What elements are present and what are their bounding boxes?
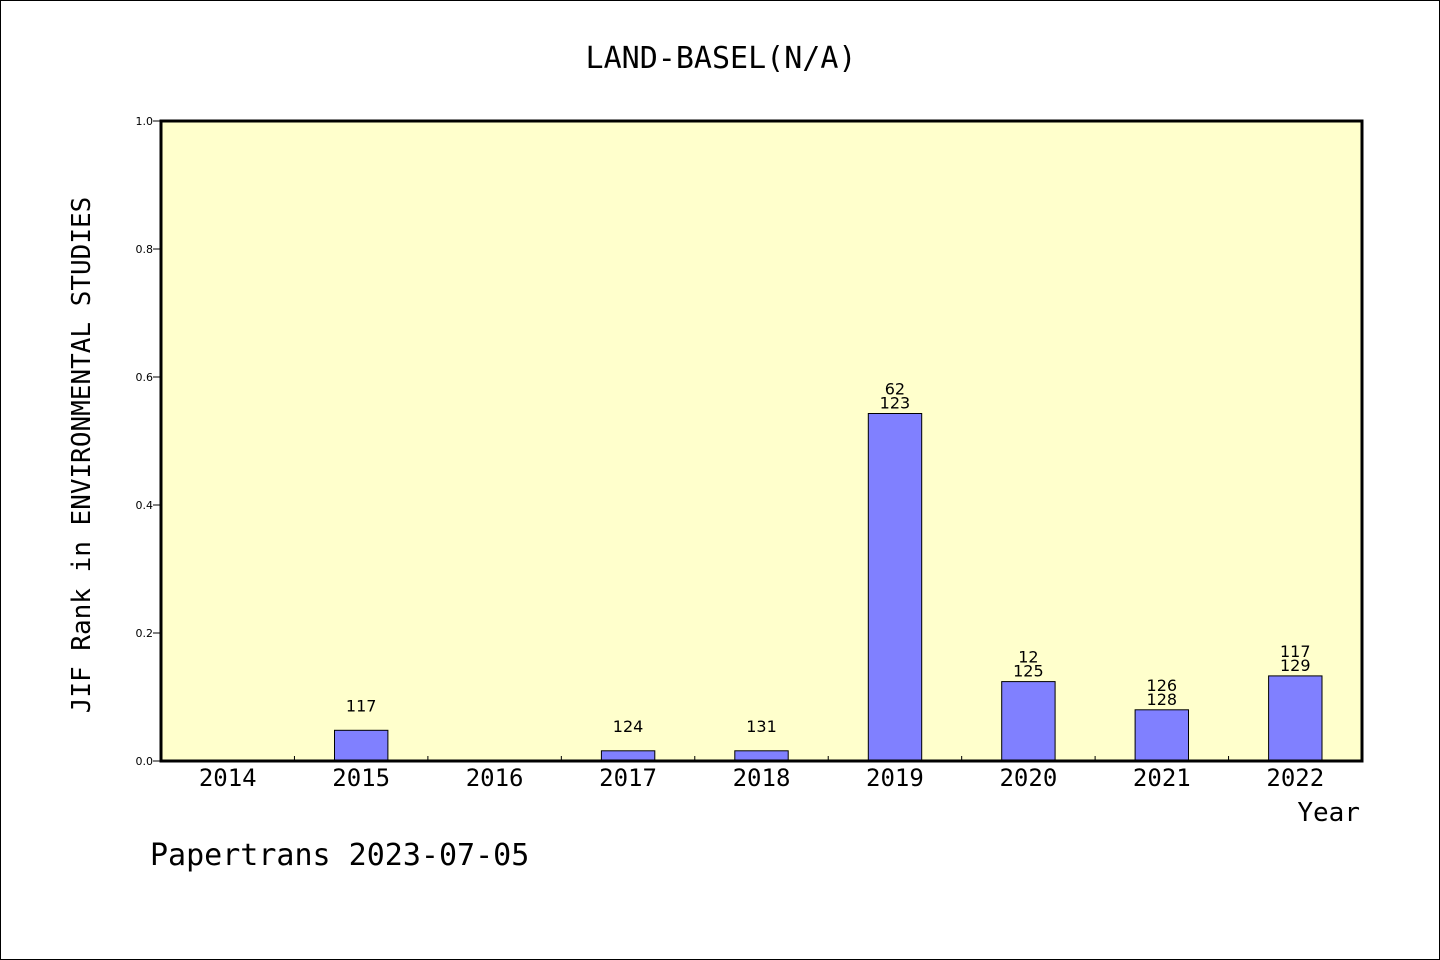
y-tick-label: 0.2 (136, 627, 154, 640)
bar-2020 (1001, 681, 1056, 762)
data-label-bottom-2020: 125 (1013, 662, 1044, 681)
x-axis: 2014 2015 2016 2017 2018 2019 2020 2021 2022 (199, 756, 1324, 792)
x-tick-label-2022: 2022 (1266, 764, 1324, 792)
data-label-top-2020: 12 (1018, 648, 1038, 667)
data-label-top-2015: 117 (346, 696, 377, 715)
data-label-bottom-2022: 129 (1280, 656, 1311, 675)
plot-area (161, 121, 1362, 761)
bar-2022 (1268, 675, 1323, 762)
bar-2019 (867, 413, 923, 762)
y-axis: 0.0 0.2 0.4 0.6 0.8 1.0 (136, 115, 161, 768)
data-label-top-2019: 62 (885, 380, 905, 399)
x-tick-label-2015: 2015 (332, 764, 390, 792)
bar-2018 (734, 750, 789, 762)
x-tick-label-2017: 2017 (599, 764, 657, 792)
bars-layer (334, 413, 1323, 762)
plot-frame (159, 119, 1364, 763)
x-tick-label-2016: 2016 (466, 764, 524, 792)
x-tick-label-2019: 2019 (866, 764, 924, 792)
x-tick-label-2014: 2014 (199, 764, 257, 792)
footer-credit: Papertrans 2023-07-05 (150, 838, 529, 873)
y-tick-label: 1.0 (136, 115, 154, 128)
y-tick-label: 0.8 (136, 243, 154, 256)
bar-2015 (334, 729, 389, 762)
x-axis-label: Year (1297, 798, 1360, 828)
data-label-bottom-2019: 123 (880, 394, 911, 413)
bar-2021 (1134, 709, 1189, 762)
bar-2017 (600, 750, 656, 762)
x-tick-label-2020: 2020 (999, 764, 1057, 792)
y-axis-label: JIF Rank in ENVIRONMENTAL STUDIES (67, 197, 97, 714)
y-tick-label: 0.0 (136, 755, 154, 768)
chart-title: LAND-BASEL(N/A) (586, 41, 857, 76)
y-tick-label: 0.4 (136, 499, 154, 512)
x-tick-label-2021: 2021 (1133, 764, 1191, 792)
x-tick-label-2018: 2018 (733, 764, 791, 792)
data-label-bottom-2021: 128 (1147, 690, 1178, 709)
data-label-top-2021: 126 (1147, 676, 1178, 695)
data-label-top-2017: 124 (613, 717, 644, 736)
y-tick-label: 0.6 (136, 371, 154, 384)
data-label-top-2018: 131 (746, 717, 777, 736)
data-label-top-2022: 117 (1280, 642, 1311, 661)
